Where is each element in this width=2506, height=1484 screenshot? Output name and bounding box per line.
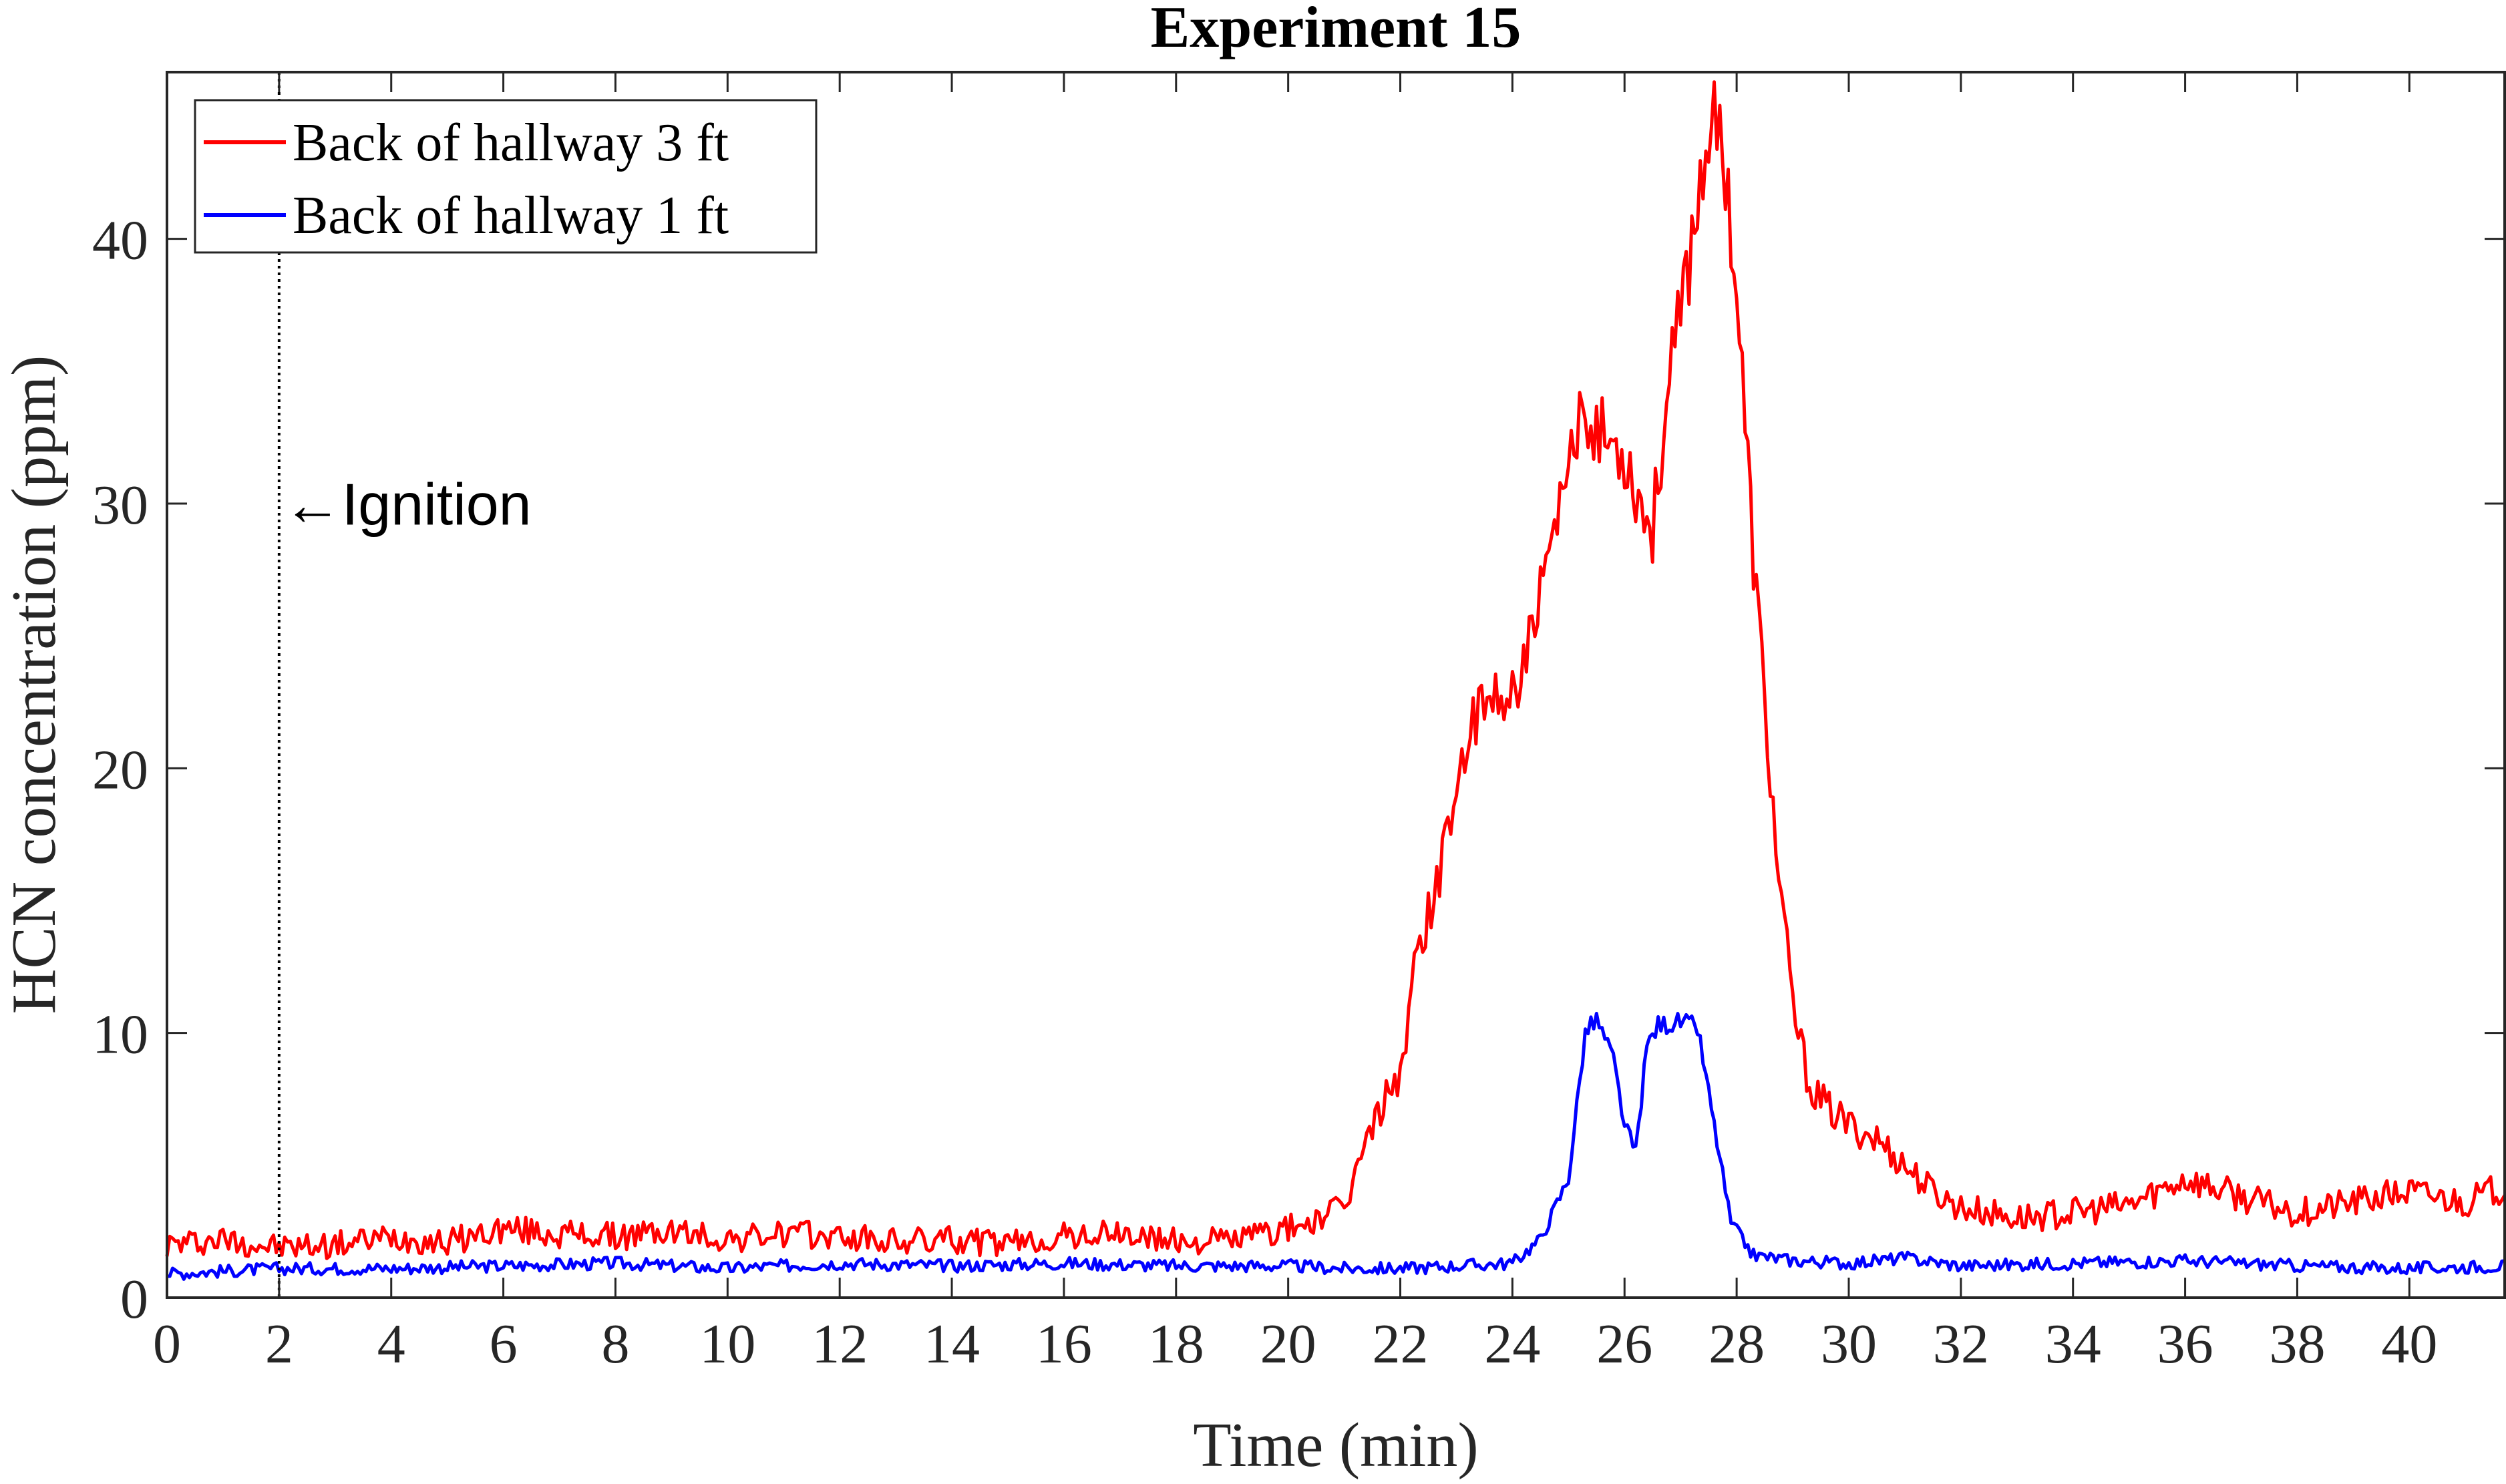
series-layer [165, 80, 2506, 1281]
x-tick-label: 8 [601, 1313, 629, 1375]
y-tick-label: 30 [92, 474, 148, 536]
chart-title: Experiment 15 [1151, 0, 1522, 60]
x-tick-label: 22 [1373, 1313, 1429, 1375]
x-tick-label: 4 [377, 1313, 405, 1375]
ignition-annotation: ←Ignition [283, 472, 532, 538]
x-axis-label: Time (min) [1193, 1411, 1478, 1480]
x-tick-label: 2 [265, 1313, 293, 1375]
x-tick-label: 38 [2269, 1313, 2325, 1375]
x-tick-label: 6 [490, 1313, 518, 1375]
y-tick-label: 20 [92, 739, 148, 801]
y-tick-label: 10 [92, 1004, 148, 1066]
x-tick-label: 0 [153, 1313, 181, 1375]
x-tick-label: 36 [2157, 1313, 2213, 1375]
x-tick-label: 14 [924, 1313, 980, 1375]
series-line-back-of-hallway-1-ft [166, 1012, 2505, 1281]
plot-area-frame [166, 71, 2506, 1299]
x-tick-label: 28 [1709, 1313, 1765, 1375]
y-tick-label: 40 [92, 210, 148, 272]
annotation-layer: ←Ignition [277, 72, 532, 1298]
x-tick-label: 40 [2381, 1313, 2437, 1375]
legend-box [194, 99, 818, 254]
x-tick-label: 34 [2045, 1313, 2101, 1375]
x-tick-label: 12 [812, 1313, 868, 1375]
legend-label-back-of-hallway-3-ft: Back of hallway 3 ft [293, 114, 729, 172]
legend-label-back-of-hallway-1-ft: Back of hallway 1 ft [293, 186, 729, 245]
x-tick-label: 24 [1484, 1313, 1540, 1375]
legend: Back of hallway 3 ft Back of hallway 1 f… [194, 99, 818, 254]
y-axis-label: HCN concentration (ppm) [0, 355, 69, 1014]
x-tick-label: 16 [1036, 1313, 1092, 1375]
x-tick-label: 26 [1596, 1313, 1652, 1375]
x-tick-label: 30 [1821, 1313, 1877, 1375]
x-tick-label: 18 [1148, 1313, 1204, 1375]
x-tick-label: 32 [1933, 1313, 1989, 1375]
series-line-back-of-hallway-3-ft [165, 80, 2506, 1260]
x-tick-label: 10 [699, 1313, 755, 1375]
x-tick-label: 20 [1260, 1313, 1316, 1375]
tick-layer: 0 2 4 6 8 10 12 14 16 18 20 22 24 26 28 30 32 34 36 38 40010… [92, 72, 2505, 1375]
y-tick-label: 0 [120, 1268, 148, 1330]
